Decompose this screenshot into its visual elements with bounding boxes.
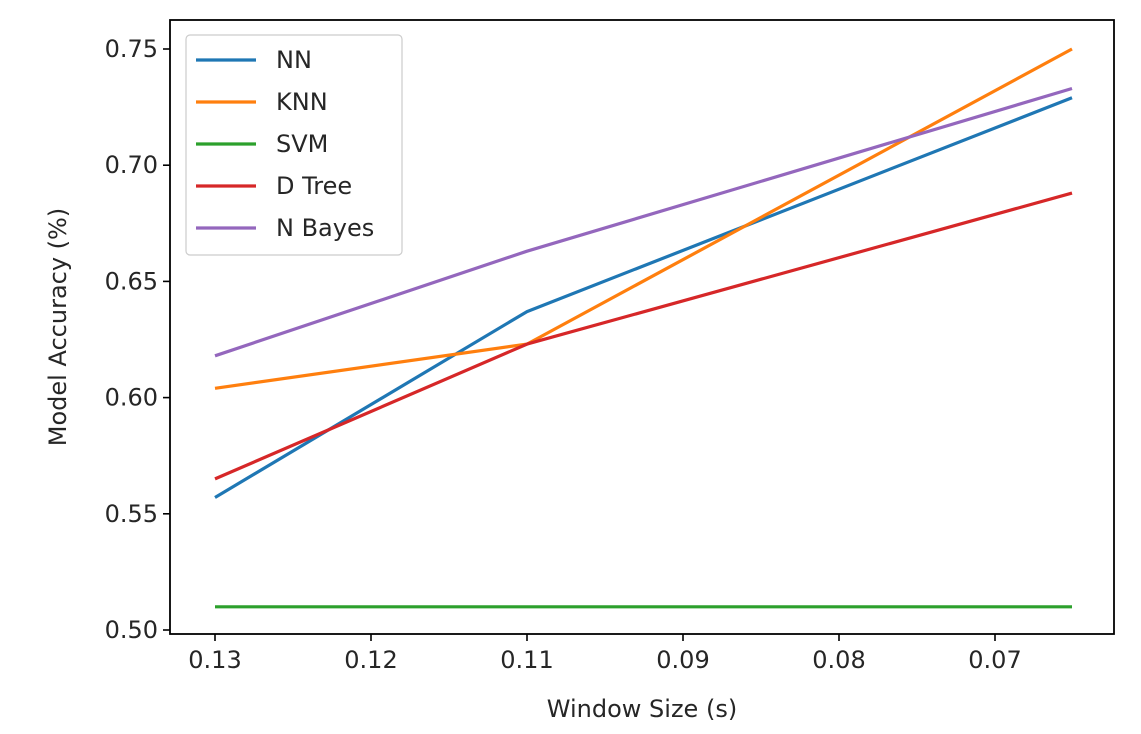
series-layer (214, 47, 1073, 609)
x-axis-title: Window Size (s) (547, 695, 737, 723)
y-axis-title: Model Accuracy (%) (44, 208, 72, 446)
y-tick-label: 0.70 (105, 151, 158, 179)
x-axis: 0.13 0.12 0.11 0.09 0.08 0.07 (188, 634, 1022, 674)
y-axis: 0.50 0.55 0.60 0.65 0.70 0.75 (105, 35, 170, 644)
x-tick-label: 0.12 (344, 646, 397, 674)
y-tick-label: 0.60 (105, 384, 158, 412)
plot-frame (169, 19, 1115, 635)
x-tick-label: 0.13 (188, 646, 241, 674)
legend-label-nn: NN (276, 46, 312, 74)
series-line-n-bayes (214, 86, 1073, 358)
y-tick-label: 0.50 (105, 616, 158, 644)
legend-label-svm: SVM (276, 130, 328, 158)
y-tick-label: 0.65 (105, 267, 158, 295)
series-line-d-tree (214, 191, 1073, 481)
legend-box (185, 34, 403, 256)
legend: NN KNN SVM D Tree N Bayes (185, 34, 403, 256)
legend-label-knn: KNN (276, 88, 328, 116)
y-tick-label: 0.75 (105, 35, 158, 63)
x-tick-label: 0.08 (812, 646, 865, 674)
x-tick-label: 0.09 (656, 646, 709, 674)
y-tick-label: 0.55 (105, 500, 158, 528)
x-tick-label: 0.11 (500, 646, 553, 674)
legend-label-d-tree: D Tree (276, 172, 352, 200)
x-tick-label: 0.07 (968, 646, 1021, 674)
legend-label-n-bayes: N Bayes (276, 214, 374, 242)
